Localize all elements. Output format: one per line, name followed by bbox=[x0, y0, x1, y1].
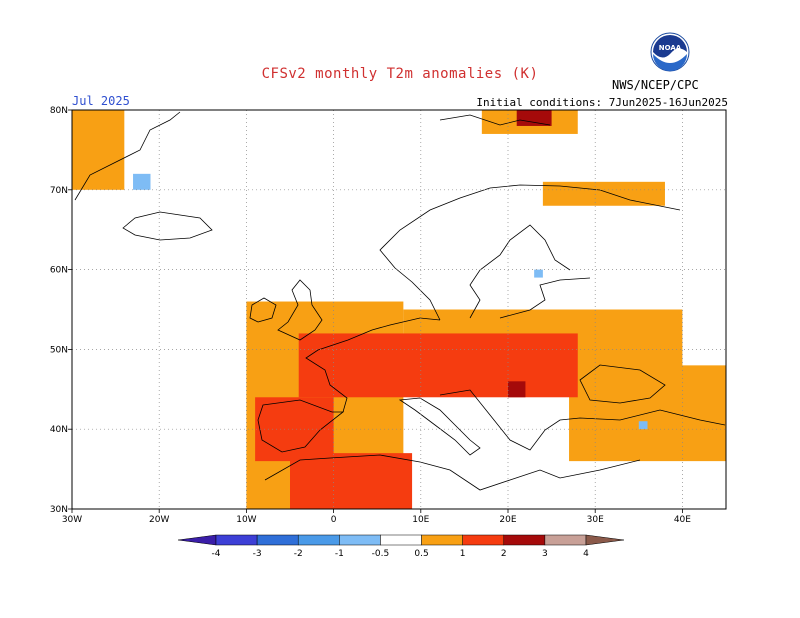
anomaly-region-9 bbox=[508, 381, 526, 398]
colorbar-segment bbox=[297, 534, 340, 546]
colorbar-segment bbox=[421, 534, 463, 546]
agency-label: NWS/NCEP/CPC bbox=[612, 78, 699, 92]
colorbar-tick-label: -2 bbox=[294, 549, 303, 559]
lon-tick-label: 10E bbox=[412, 515, 429, 525]
colorbar-tick-label: -1 bbox=[335, 549, 344, 559]
noaa-logo-icon: NOAA bbox=[650, 32, 690, 72]
colorbar-segment bbox=[339, 534, 381, 546]
colorbar-segment bbox=[544, 534, 587, 546]
lat-tick-label: 70N bbox=[50, 186, 68, 196]
lat-tick-label: 80N bbox=[50, 106, 68, 116]
month-label: Jul 2025 bbox=[72, 94, 130, 108]
anomaly-regions bbox=[72, 110, 726, 509]
map-frame bbox=[71, 109, 727, 510]
anomaly-region-4 bbox=[542, 181, 665, 206]
logo-text: NOAA bbox=[659, 44, 682, 52]
colorbar-tick-label: 3 bbox=[542, 549, 548, 559]
initial-conditions-label: Initial conditions: 7Jun2025-16Jun2025 bbox=[476, 96, 728, 109]
colorbar-legend: -4 -3 -2 -1 -0.5 0.5 1 2 3 4 bbox=[177, 534, 625, 559]
anomaly-region-7 bbox=[298, 333, 578, 398]
colorbar-tick-label: -0.5 bbox=[372, 549, 390, 559]
lat-tick-label: 50N bbox=[50, 345, 68, 355]
anomaly-region-8 bbox=[290, 453, 413, 509]
colorbar-segment bbox=[503, 534, 546, 546]
lon-tick-label: 0 bbox=[331, 515, 337, 525]
coastlines bbox=[74, 111, 726, 491]
colorbar-tick-label: 0.5 bbox=[414, 549, 428, 559]
map-title: CFSv2 monthly T2m anomalies (K) bbox=[261, 66, 539, 82]
anomaly-region-6 bbox=[255, 397, 334, 462]
anomaly-region-12 bbox=[534, 269, 543, 278]
colorbar-tick-label: 2 bbox=[501, 549, 507, 559]
colorbar-segment-high bbox=[585, 534, 625, 546]
colorbar-segment bbox=[380, 534, 422, 546]
lon-tick-label: 10W bbox=[236, 515, 256, 525]
lon-tick-label: 30E bbox=[587, 515, 604, 525]
anomaly-region-0 bbox=[72, 110, 125, 190]
colorbar-segment bbox=[256, 534, 299, 546]
lon-tick-label: 20W bbox=[149, 515, 169, 525]
lat-tick-label: 40N bbox=[50, 425, 68, 435]
lon-tick-label: 40E bbox=[674, 515, 691, 525]
colorbar-segment-low bbox=[177, 534, 217, 546]
lat-tick-label: 30N bbox=[50, 505, 68, 515]
anomaly-region-11 bbox=[133, 173, 151, 190]
colorbar-tick-label: -3 bbox=[253, 549, 262, 559]
lat-tick-label: 60N bbox=[50, 266, 68, 276]
anomaly-region-10 bbox=[516, 110, 552, 126]
colorbar-tick-label: 4 bbox=[583, 549, 589, 559]
lon-tick-label: 30W bbox=[62, 515, 82, 525]
lon-tick-label: 20E bbox=[499, 515, 516, 525]
colorbar-tick-label: 1 bbox=[460, 549, 466, 559]
colorbar-tick-label: -4 bbox=[212, 549, 221, 559]
axis-ticks: 30W 20W 10W 0 10E 20E 30E 40E 30N 40N 50N 60N 70N 80N bbox=[50, 106, 691, 525]
colorbar-segment bbox=[462, 534, 505, 546]
anomaly-region-13 bbox=[638, 421, 648, 430]
colorbar-segment bbox=[215, 534, 258, 546]
